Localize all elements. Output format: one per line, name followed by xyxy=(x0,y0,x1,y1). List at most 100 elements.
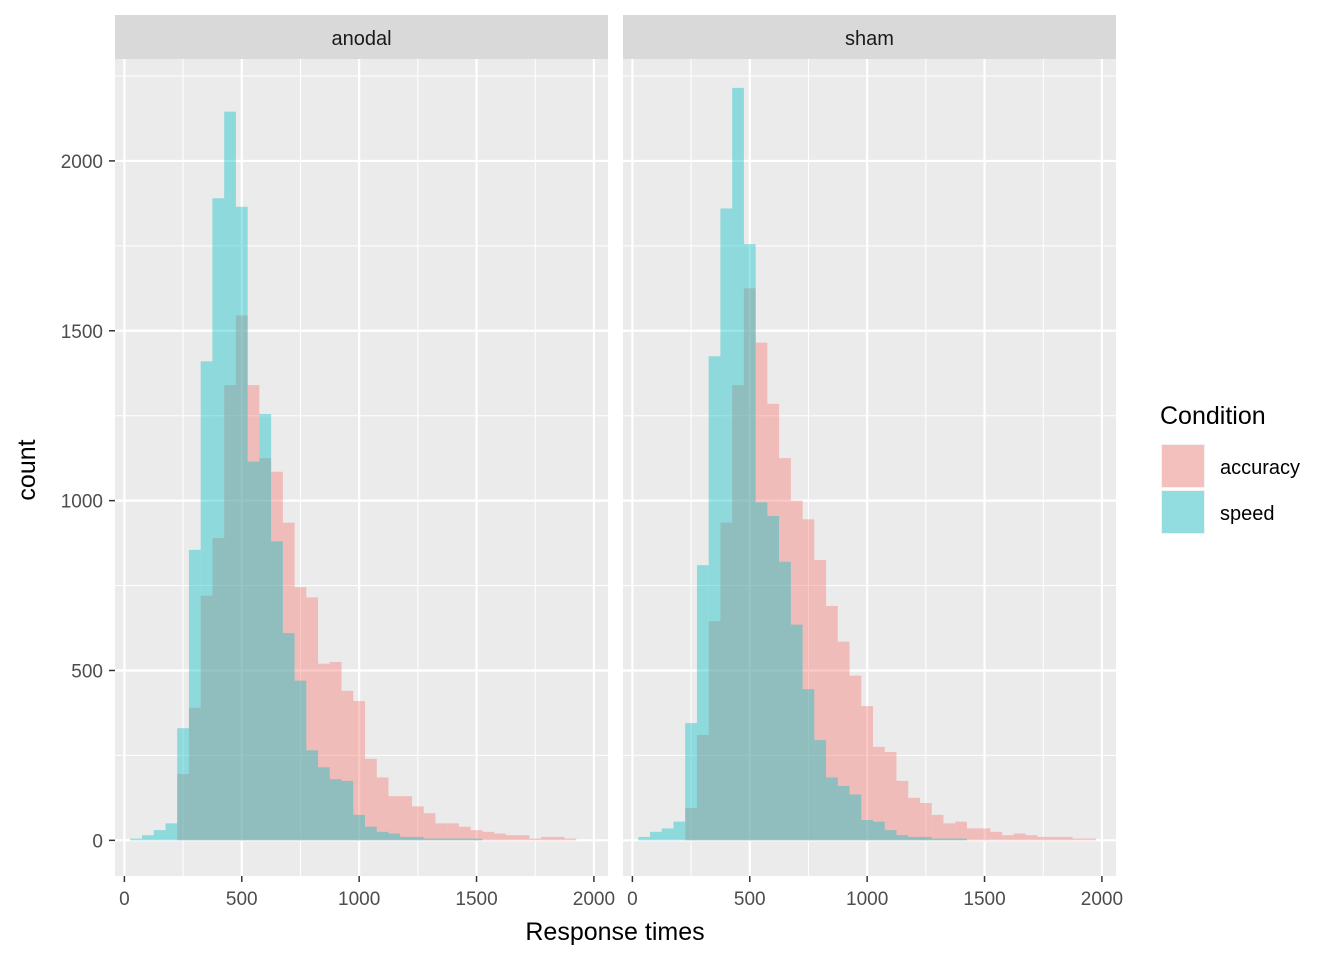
bar-accuracy xyxy=(517,835,530,841)
bar-accuracy xyxy=(259,458,272,841)
bar-accuracy xyxy=(779,458,791,841)
bar-speed xyxy=(790,624,803,841)
bar-speed xyxy=(235,206,248,841)
bar-accuracy xyxy=(200,595,213,841)
bar-speed xyxy=(423,838,436,841)
legend-item-speed: speed xyxy=(1161,490,1275,534)
legend-label: accuracy xyxy=(1220,457,1300,479)
x-tick-label: 2000 xyxy=(573,889,615,910)
series-accuracy xyxy=(177,315,577,841)
bar-speed xyxy=(908,836,920,841)
legend-item-accuracy: accuracy xyxy=(1161,444,1300,488)
bar-speed xyxy=(673,821,686,841)
bar-speed xyxy=(849,794,862,841)
bar-speed xyxy=(341,780,354,841)
bar-speed xyxy=(720,208,733,841)
bar-accuracy xyxy=(767,403,780,841)
bar-speed xyxy=(247,461,260,841)
y-tick-label: 1000 xyxy=(61,492,103,513)
bar-speed xyxy=(743,244,756,841)
bar-speed xyxy=(329,779,342,841)
bar-accuracy xyxy=(505,835,518,841)
bar-accuracy xyxy=(271,471,283,841)
bar-speed xyxy=(388,833,401,841)
bar-speed xyxy=(884,830,897,841)
bar-accuracy xyxy=(931,814,944,841)
x-axis: 0 500 1000 1500 2000 xyxy=(119,876,615,910)
bar-speed xyxy=(212,198,225,841)
x-tick-label: 2000 xyxy=(1081,889,1123,910)
bar-speed xyxy=(708,356,721,841)
series-speed xyxy=(638,87,967,841)
legend-entries: accuracy speed xyxy=(1161,444,1300,534)
bar-accuracy xyxy=(790,500,803,841)
bar-accuracy xyxy=(1084,838,1097,841)
bar-speed xyxy=(638,836,650,841)
bar-accuracy xyxy=(494,833,506,841)
bar-speed xyxy=(861,819,874,841)
facet-sham: sham 0 500 1000 1500 2000 xyxy=(623,15,1123,910)
y-tick-label: 500 xyxy=(71,661,103,682)
bar-accuracy xyxy=(908,797,920,841)
bar-accuracy xyxy=(743,288,756,841)
bar-accuracy xyxy=(896,780,909,841)
bar-speed xyxy=(919,836,932,841)
bar-speed xyxy=(470,838,483,841)
legend-key-background xyxy=(1161,444,1205,488)
bar-accuracy xyxy=(708,621,721,841)
bar-speed xyxy=(661,828,674,841)
bar-accuracy xyxy=(564,838,577,841)
bar-accuracy xyxy=(861,706,874,841)
bar-accuracy xyxy=(294,587,307,841)
facet-strip xyxy=(115,15,608,59)
bar-accuracy xyxy=(306,597,319,841)
legend-swatch xyxy=(1162,445,1204,487)
bar-accuracy xyxy=(541,836,553,841)
facet-strip xyxy=(623,15,1116,59)
bar-speed xyxy=(353,814,366,841)
bar-speed xyxy=(306,750,319,841)
bar-speed xyxy=(755,502,768,841)
bar-speed xyxy=(165,823,178,841)
bar-accuracy xyxy=(732,385,744,841)
bar-accuracy xyxy=(720,522,733,841)
bar-speed xyxy=(141,835,154,841)
x-tick-label: 500 xyxy=(734,889,766,910)
y-tick-label: 2000 xyxy=(61,152,103,173)
bar-accuracy xyxy=(177,774,189,841)
x-tick-label: 1000 xyxy=(338,889,380,910)
bar-speed xyxy=(435,838,448,841)
bar-accuracy xyxy=(826,605,838,841)
bar-speed xyxy=(259,413,272,841)
bar-accuracy xyxy=(188,707,201,841)
y-tick-label: 1500 xyxy=(61,322,103,343)
x-tick-label: 1500 xyxy=(963,889,1005,910)
series-speed xyxy=(130,111,483,841)
bar-accuracy xyxy=(341,690,354,841)
y-axis-title: count xyxy=(13,439,41,500)
bar-accuracy xyxy=(1049,836,1061,841)
bar-accuracy xyxy=(990,831,1003,841)
bar-speed xyxy=(365,826,377,841)
bar-accuracy xyxy=(318,663,330,841)
facet-strip-label: sham xyxy=(845,28,894,50)
bar-accuracy xyxy=(919,802,932,841)
bar-speed xyxy=(943,838,956,841)
bar-speed xyxy=(649,831,662,841)
y-tick-label: 0 xyxy=(92,831,103,852)
bar-speed xyxy=(153,830,166,841)
bar-speed xyxy=(200,361,213,841)
bar-accuracy xyxy=(235,315,248,841)
bar-speed xyxy=(732,87,744,841)
bar-accuracy xyxy=(247,385,260,841)
bar-speed xyxy=(685,723,697,841)
bar-speed xyxy=(400,836,412,841)
bar-accuracy xyxy=(552,836,565,841)
x-tick-label: 500 xyxy=(226,889,258,910)
bar-accuracy xyxy=(1072,838,1085,841)
bar-accuracy xyxy=(447,823,459,841)
bar-accuracy xyxy=(482,831,495,841)
bar-accuracy xyxy=(943,823,956,841)
bar-speed xyxy=(224,111,236,841)
